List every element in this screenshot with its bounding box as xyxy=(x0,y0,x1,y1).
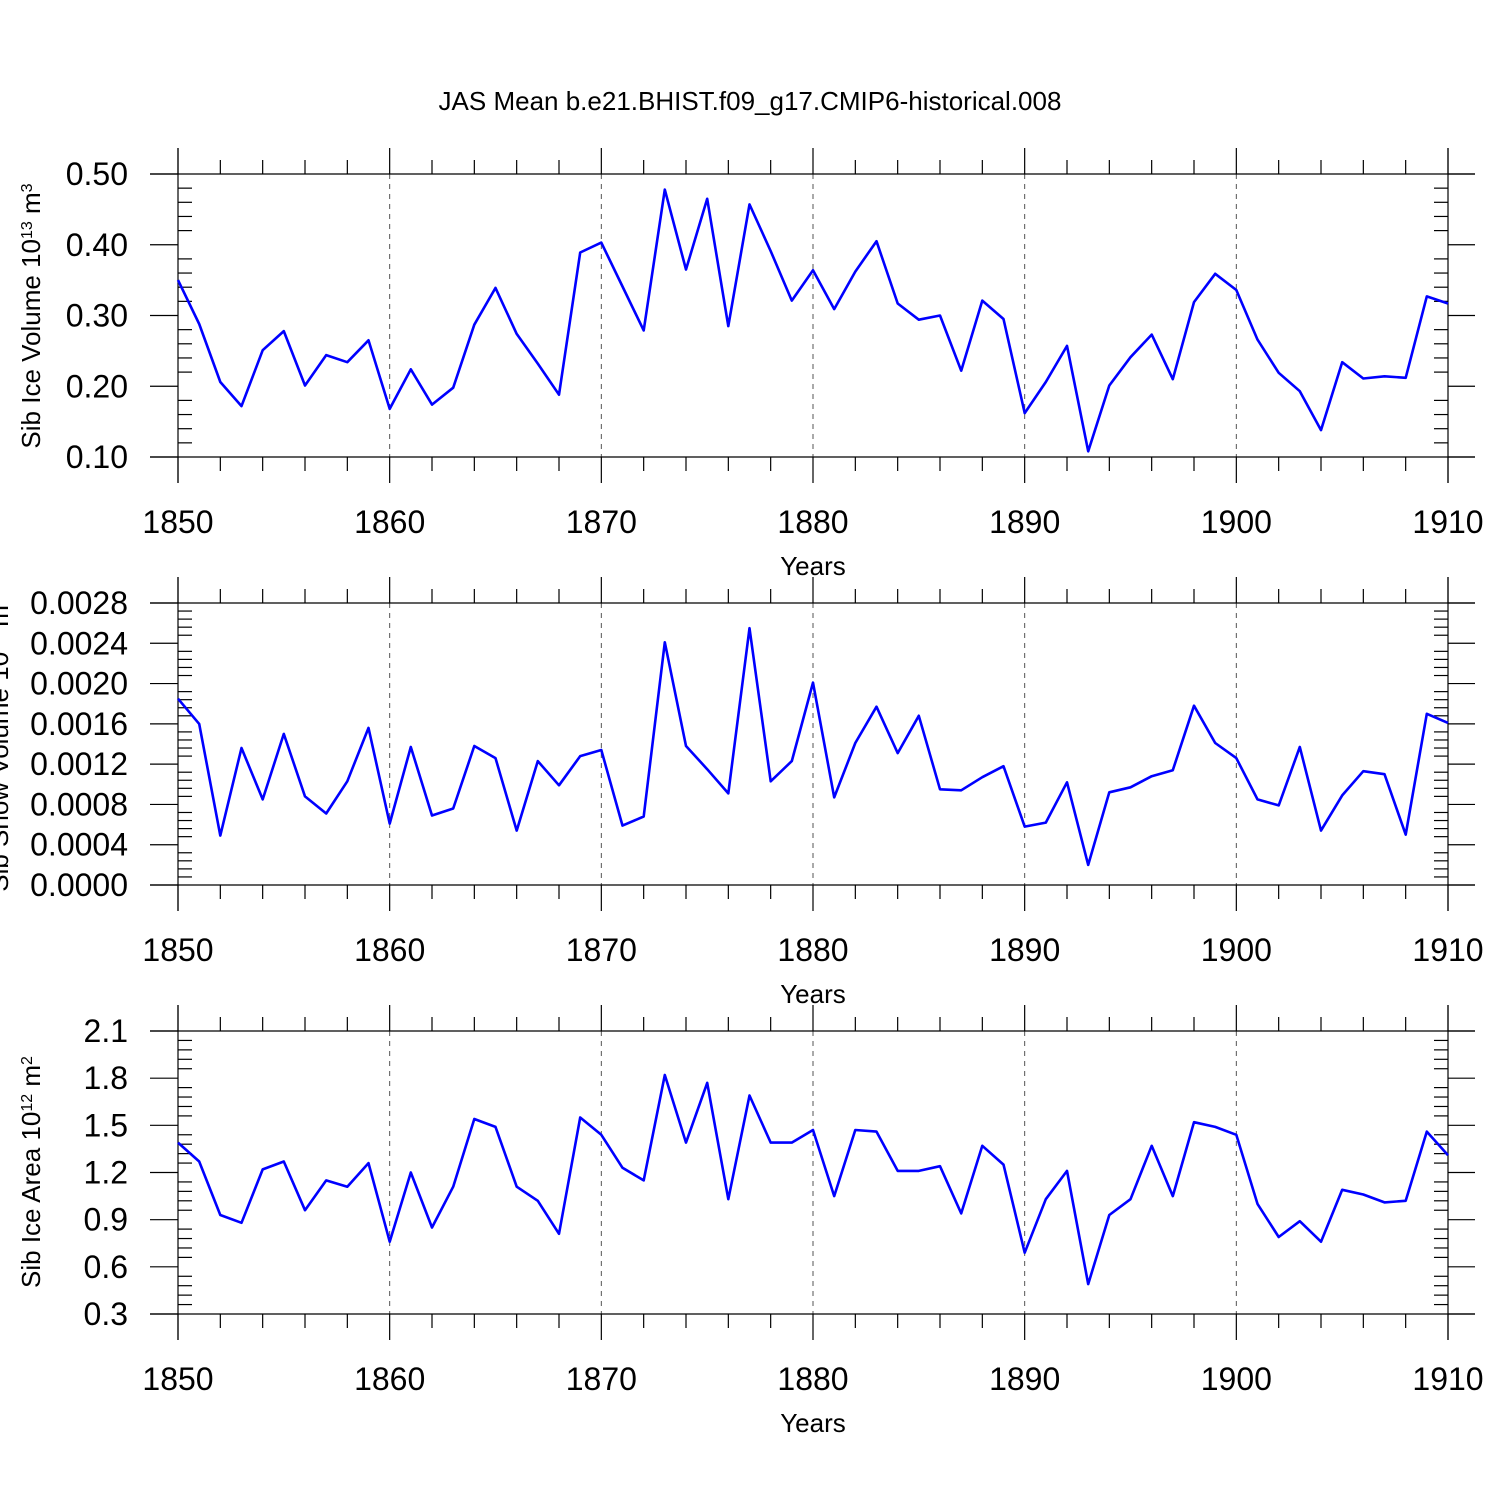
x-tick-label: 1900 xyxy=(1201,1361,1272,1397)
x-tick-label: 1890 xyxy=(989,1361,1060,1397)
x-tick-label: 1900 xyxy=(1201,504,1272,540)
x-tick-label: 1910 xyxy=(1412,932,1483,968)
y-tick-label: 0.0008 xyxy=(30,786,128,822)
x-axis-label: Years xyxy=(780,979,846,1009)
x-tick-label: 1850 xyxy=(142,932,213,968)
y-tick-label: 0.3 xyxy=(84,1296,128,1332)
y-tick-label: 1.2 xyxy=(84,1155,128,1191)
panel-1: 0.10 0.20 0.30 0.40 0.50 1850 1860 1870 1880 1890… xyxy=(16,148,1484,581)
x-tick-label: 1850 xyxy=(142,1361,213,1397)
series-line xyxy=(176,188,1449,453)
x-axis-label: Years xyxy=(780,1408,846,1438)
x-tick-label: 1900 xyxy=(1201,932,1272,968)
y-tick-label: 0.0012 xyxy=(30,746,128,782)
x-tick-label: 1880 xyxy=(777,1361,848,1397)
y-axis-label: Sib Ice Volume 1013 m3 xyxy=(16,183,46,448)
panels: 0.10 0.20 0.30 0.40 0.50 1850 1860 1870 1880 1890… xyxy=(0,148,1484,1438)
panel-2: 0.0000 0.0004 0.0008 0.0012 0.0016 0.0020 0.00… xyxy=(0,577,1484,1009)
y-tick-label: 0.20 xyxy=(66,368,128,404)
x-tick-label: 1850 xyxy=(142,504,213,540)
x-tick-label: 1890 xyxy=(989,932,1060,968)
y-tick-label: 0.40 xyxy=(66,227,128,263)
y-tick-label: 1.8 xyxy=(84,1060,128,1096)
y-axis-label: Sib Ice Area 1012 m2 xyxy=(16,1056,46,1288)
x-tick-label: 1910 xyxy=(1412,1361,1483,1397)
y-tick-label: 2.1 xyxy=(84,1013,128,1049)
series-line xyxy=(177,626,1449,867)
y-tick-label: 0.0016 xyxy=(30,706,128,742)
y-tick-label: 0.9 xyxy=(84,1202,128,1238)
figure-title: JAS Mean b.e21.BHIST.f09_g17.CMIP6-histo… xyxy=(439,86,1062,116)
y-tick-label: 0.0000 xyxy=(30,867,128,903)
x-tick-label: 1860 xyxy=(354,932,425,968)
x-tick-label: 1890 xyxy=(989,504,1060,540)
y-tick-label: 0.0004 xyxy=(30,827,128,863)
y-tick-label: 0.0028 xyxy=(30,585,128,621)
y-tick-label: 0.6 xyxy=(84,1249,128,1285)
y-tick-label: 0.50 xyxy=(66,156,128,192)
panel-3: 0.3 0.6 0.9 1.2 1.5 1.8 2.1 1850 1860 1870 1880 189… xyxy=(16,1005,1484,1438)
series-line xyxy=(177,1073,1449,1286)
x-tick-label: 1860 xyxy=(354,1361,425,1397)
x-tick-label: 1860 xyxy=(354,504,425,540)
x-tick-label: 1880 xyxy=(777,932,848,968)
x-tick-label: 1910 xyxy=(1412,504,1483,540)
x-tick-label: 1880 xyxy=(777,504,848,540)
x-tick-label: 1870 xyxy=(566,1361,637,1397)
y-tick-label: 0.0024 xyxy=(30,625,128,661)
y-axis-label: Sib Snow Volume 1013 m3 xyxy=(0,596,14,892)
x-tick-label: 1870 xyxy=(566,932,637,968)
y-tick-label: 0.0020 xyxy=(30,666,128,702)
x-axis-label: Years xyxy=(780,551,846,581)
y-tick-label: 1.5 xyxy=(84,1107,128,1143)
x-tick-label: 1870 xyxy=(566,504,637,540)
y-tick-label: 0.30 xyxy=(66,298,128,334)
y-tick-label: 0.10 xyxy=(66,439,128,475)
